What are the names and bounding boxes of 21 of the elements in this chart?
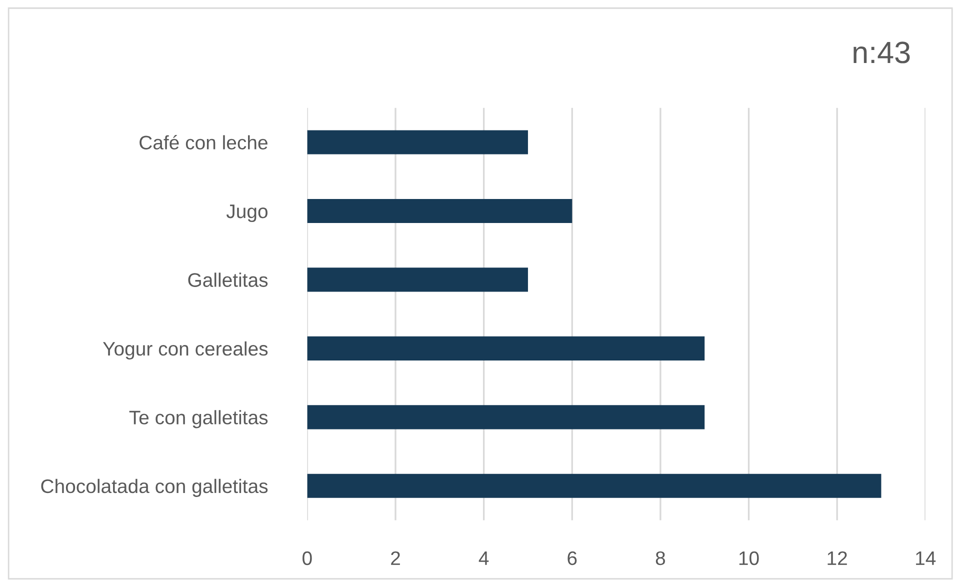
bar [307, 474, 882, 498]
x-tick-label: 6 [568, 551, 577, 566]
bar [307, 198, 572, 224]
x-tick-label: 4 [478, 552, 489, 565]
bar [307, 336, 705, 360]
y-tick-label: Yogur con cereales [102, 341, 268, 360]
y-tick-label: Café con leche [140, 134, 268, 150]
y-tick-label: Galletitas [188, 272, 268, 287]
bar [307, 130, 528, 154]
x-tick-label: 8 [656, 551, 665, 566]
x-tick-label: 14 [916, 552, 936, 565]
text: n:43 [854, 42, 910, 64]
x-tick-label: 12 [828, 551, 847, 565]
x-tick-label: 0 [302, 551, 312, 566]
bar [307, 405, 705, 430]
y-tick-label: Te con galletitas [129, 410, 268, 428]
x-tick-label: 10 [739, 551, 759, 566]
y-tick-label: Chocolatada con galletitas [41, 478, 268, 497]
x-tick-label: 2 [391, 551, 400, 565]
bar [307, 268, 528, 292]
y-tick-label: Jugo [226, 204, 268, 222]
